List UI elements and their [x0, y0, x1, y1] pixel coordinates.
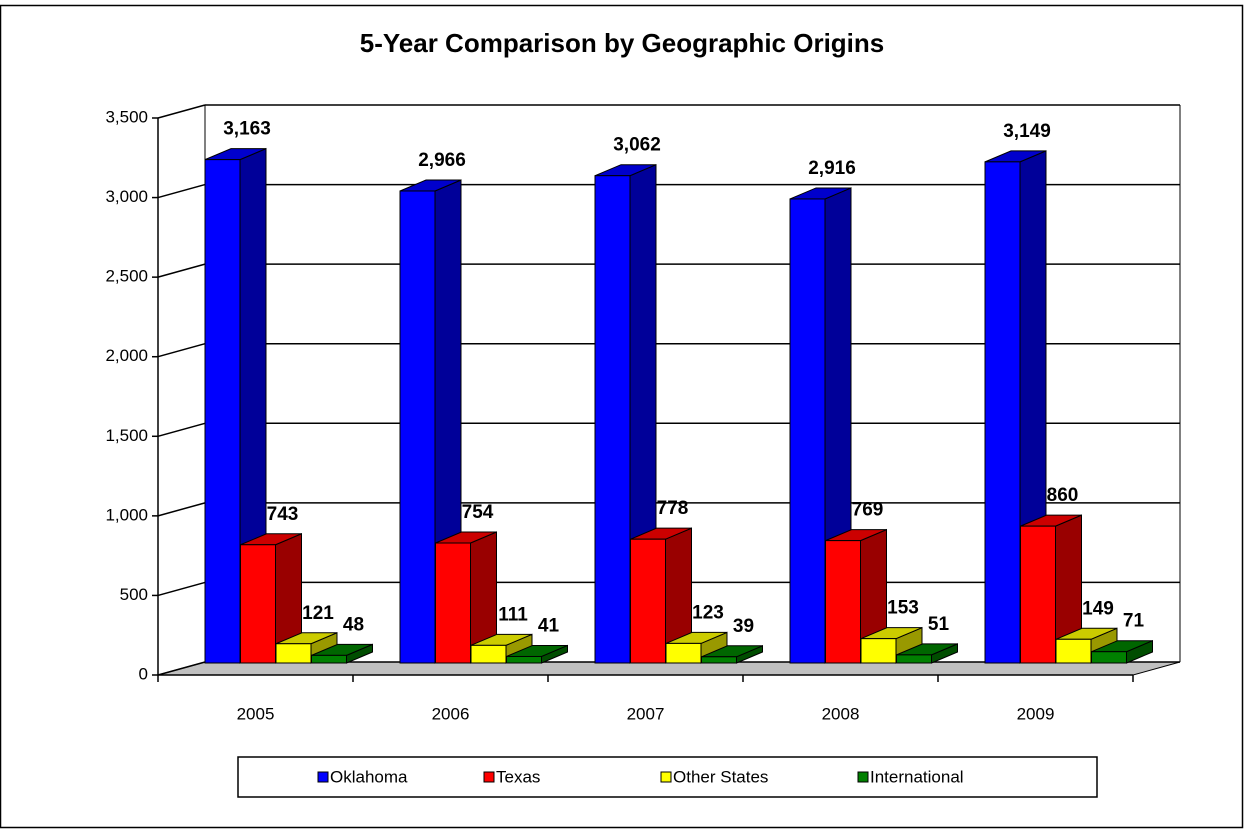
- bar-front: [204, 159, 241, 664]
- value-label: 3,062: [613, 135, 661, 156]
- x-tick-label: 2005: [237, 704, 275, 723]
- value-label: 71: [1123, 611, 1145, 632]
- bar: [311, 643, 373, 664]
- bar: [204, 147, 267, 664]
- bar-front: [701, 656, 737, 664]
- legend-label: Other States: [673, 767, 768, 786]
- y-tick-label: 500: [120, 585, 148, 604]
- value-label: 48: [343, 614, 364, 635]
- value-label: 2,966: [418, 150, 466, 171]
- side-grid-line: [157, 581, 206, 597]
- bar-front: [896, 654, 932, 664]
- value-label: 121: [302, 603, 334, 624]
- bar-front: [435, 542, 471, 664]
- y-tick-label: 3,000: [105, 187, 148, 206]
- value-label: 39: [733, 616, 754, 637]
- side-grid-line: [157, 661, 206, 676]
- value-label: 3,149: [1003, 121, 1051, 142]
- side-grid-line: [157, 263, 206, 278]
- y-tick-label: 0: [139, 664, 148, 683]
- bar-front: [630, 538, 666, 664]
- value-label: 41: [538, 615, 560, 636]
- value-label: 754: [462, 502, 494, 523]
- x-tick-label: 2009: [1017, 704, 1055, 723]
- side-grid-line: [157, 422, 206, 438]
- value-label: 123: [692, 602, 724, 623]
- side-grid-line: [157, 183, 206, 199]
- bar-front: [860, 638, 897, 664]
- bar-front: [240, 544, 276, 664]
- x-tick-label: 2008: [822, 704, 860, 723]
- value-label: 860: [1047, 485, 1079, 506]
- value-label: 2,916: [808, 158, 856, 179]
- bar: [896, 643, 958, 664]
- y-tick-label: 2,000: [105, 346, 148, 365]
- bar: [701, 645, 763, 664]
- legend-swatch: [317, 771, 329, 783]
- bar-front: [825, 540, 861, 664]
- bar-front: [399, 190, 436, 664]
- side-grid-line: [157, 342, 206, 358]
- value-label: 769: [852, 500, 884, 521]
- legend-swatch: [660, 771, 672, 783]
- bar-front: [1020, 525, 1056, 664]
- bar: [630, 527, 692, 664]
- y-tick-label: 1,500: [105, 426, 148, 445]
- bar-front: [1055, 638, 1092, 664]
- bar: [435, 531, 497, 664]
- bar: [1020, 514, 1082, 664]
- chart-title: 5-Year Comparison by Geographic Origins: [360, 28, 884, 58]
- bar-front: [665, 642, 702, 664]
- bar-front: [789, 198, 826, 664]
- bar: [506, 644, 568, 664]
- x-tick-label: 2007: [627, 704, 665, 723]
- bar-front: [594, 175, 631, 664]
- side-grid-line: [157, 502, 206, 517]
- legend-label: Texas: [496, 767, 540, 786]
- y-tick-label: 3,500: [105, 107, 148, 126]
- bar-front: [311, 654, 347, 664]
- y-tick-label: 1,000: [105, 505, 148, 524]
- side-grid-line: [157, 104, 206, 119]
- legend-swatch: [483, 771, 495, 783]
- bar-front: [1091, 651, 1127, 664]
- floor: [157, 661, 1181, 676]
- value-label: 149: [1082, 598, 1114, 619]
- x-tick-label: 2006: [432, 704, 470, 723]
- y-tick-label: 2,500: [105, 267, 148, 286]
- bar-front: [470, 644, 507, 664]
- value-label: 743: [267, 504, 299, 525]
- value-label: 778: [657, 498, 689, 519]
- bar: [240, 533, 302, 664]
- value-label: 153: [887, 598, 919, 619]
- bar-front: [984, 161, 1021, 664]
- legend-swatch: [857, 771, 869, 783]
- bar-front: [275, 643, 312, 664]
- legend-label: International: [870, 767, 964, 786]
- bar: [1091, 639, 1153, 664]
- bar-front: [506, 655, 542, 664]
- value-label: 3,163: [223, 119, 271, 140]
- value-label: 51: [928, 614, 950, 635]
- legend-label: Oklahoma: [330, 767, 408, 786]
- value-label: 111: [498, 604, 528, 625]
